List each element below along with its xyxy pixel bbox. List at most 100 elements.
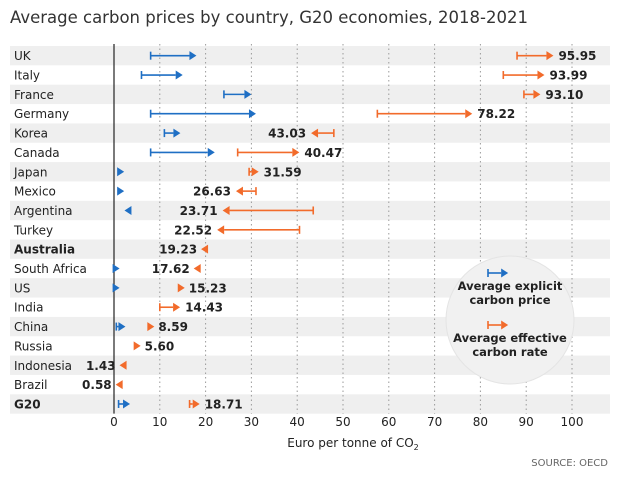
effective-rate-arrow	[188, 399, 200, 409]
legend-label-line2: carbon price	[469, 293, 550, 307]
row-band	[10, 123, 610, 143]
row-band	[10, 46, 610, 66]
country-label: Germany	[14, 107, 69, 121]
data-row: Mexico 26.63	[14, 185, 257, 199]
explicit-price-arrow	[149, 51, 197, 61]
x-tick-label: 20	[198, 415, 213, 429]
country-label: France	[14, 88, 54, 102]
effective-rate-arrow-head	[133, 341, 141, 351]
x-tick-label: 10	[152, 415, 167, 429]
effective-rate-arrow-head	[201, 244, 209, 254]
data-row: Turkey 22.52	[13, 223, 301, 237]
effective-rate-arrow-head	[222, 205, 230, 215]
explicit-price-arrow-head	[112, 264, 120, 274]
x-axis-label: Euro per tonne of CO2	[287, 436, 419, 452]
chart-title: Average carbon prices by country, G20 ec…	[10, 8, 528, 27]
value-label: 26.63	[193, 185, 231, 199]
value-label: 17.62	[152, 262, 190, 276]
x-tick-label: 80	[473, 415, 488, 429]
country-label: Brazil	[14, 378, 48, 392]
country-label: India	[14, 301, 43, 315]
effective-rate-arrow-head	[173, 302, 181, 312]
explicit-price-arrow-head	[117, 167, 125, 177]
effective-rate-arrow-head	[311, 128, 319, 138]
effective-rate-arrow-head	[192, 399, 200, 409]
x-tick-label: 100	[561, 415, 584, 429]
row-band	[10, 84, 610, 105]
explicit-price-arrow-head	[117, 186, 125, 196]
data-row: France 93.10	[14, 88, 583, 102]
value-label: 1.43	[86, 359, 116, 373]
legend-arrow	[487, 320, 509, 330]
effective-rate-arrow	[376, 109, 473, 119]
effective-rate-arrow-head	[235, 186, 243, 196]
value-label: 23.71	[180, 204, 218, 218]
x-tick-label: 30	[244, 415, 259, 429]
legend-arrow	[487, 268, 509, 278]
country-label: Canada	[14, 146, 60, 160]
explicit-price-arrow-head	[207, 147, 215, 157]
country-label: Korea	[14, 127, 48, 141]
explicit-price-arrow	[140, 70, 183, 80]
effective-rate-arrow	[222, 205, 315, 215]
data-row: Argentina 23.71	[14, 204, 315, 218]
legend-label-line1: Average explicit	[458, 279, 563, 293]
explicit-price-arrow	[223, 89, 252, 99]
data-row: Italy 93.99	[14, 69, 587, 83]
x-tick-label: 70	[427, 415, 442, 429]
explicit-price-arrow	[163, 128, 181, 138]
data-row: Korea 43.03	[14, 127, 335, 141]
explicit-price-arrow-head	[175, 70, 183, 80]
effective-rate-arrow	[147, 322, 155, 332]
effective-rate-arrow	[193, 264, 201, 274]
effective-rate-arrow-head	[193, 264, 201, 274]
x-tick-label: 50	[335, 415, 350, 429]
country-label: Indonesia	[14, 359, 72, 373]
value-label: 93.99	[549, 69, 587, 83]
country-label: G20	[14, 397, 41, 411]
effective-rate-arrow	[133, 341, 141, 351]
data-row: US 15.23	[14, 281, 227, 295]
legend-label-line1: Average effective	[453, 331, 567, 345]
country-label: Mexico	[14, 185, 56, 199]
explicit-price-arrow	[117, 167, 125, 177]
value-label: 40.47	[304, 146, 342, 160]
value-label: 95.95	[558, 49, 596, 63]
x-tick-label: 60	[381, 415, 396, 429]
effective-rate-arrow	[235, 186, 257, 196]
country-label: Argentina	[14, 204, 73, 218]
row-band	[10, 394, 610, 414]
row-band	[10, 162, 610, 182]
explicit-price-arrow-head	[118, 322, 126, 332]
legend-circle	[445, 255, 575, 385]
explicit-price-arrow-head	[173, 128, 181, 138]
value-label: 18.71	[205, 397, 243, 411]
effective-rate-arrow	[177, 283, 185, 293]
explicit-price-arrow-head	[124, 205, 132, 215]
value-label: 8.59	[158, 320, 188, 334]
value-label: 31.59	[264, 165, 302, 179]
data-row: Indonesia 1.43	[14, 359, 127, 373]
source-note: SOURCE: OECD	[531, 458, 608, 469]
data-row: China 8.59	[14, 320, 188, 334]
country-label: US	[14, 281, 30, 295]
effective-rate-arrow-head	[533, 89, 541, 99]
value-label: 78.22	[477, 107, 515, 121]
country-label: Australia	[14, 243, 75, 257]
value-label: 93.10	[545, 88, 583, 102]
value-label: 14.43	[185, 301, 223, 315]
country-label: Japan	[13, 165, 47, 179]
effective-rate-arrow-head	[251, 167, 259, 177]
value-label: 0.58	[82, 378, 112, 392]
effective-rate-arrow	[217, 225, 301, 235]
effective-rate-arrow	[523, 89, 541, 99]
effective-rate-arrow-head	[537, 70, 545, 80]
explicit-price-arrow	[112, 264, 120, 274]
effective-rate-arrow	[311, 128, 335, 138]
effective-rate-arrow	[248, 167, 259, 177]
value-label: 19.23	[159, 243, 197, 257]
effective-rate-arrow-head	[217, 225, 225, 235]
explicit-price-arrow-head	[189, 51, 197, 61]
legend-arrow-head	[501, 268, 509, 278]
effective-rate-arrow-head	[147, 322, 155, 332]
